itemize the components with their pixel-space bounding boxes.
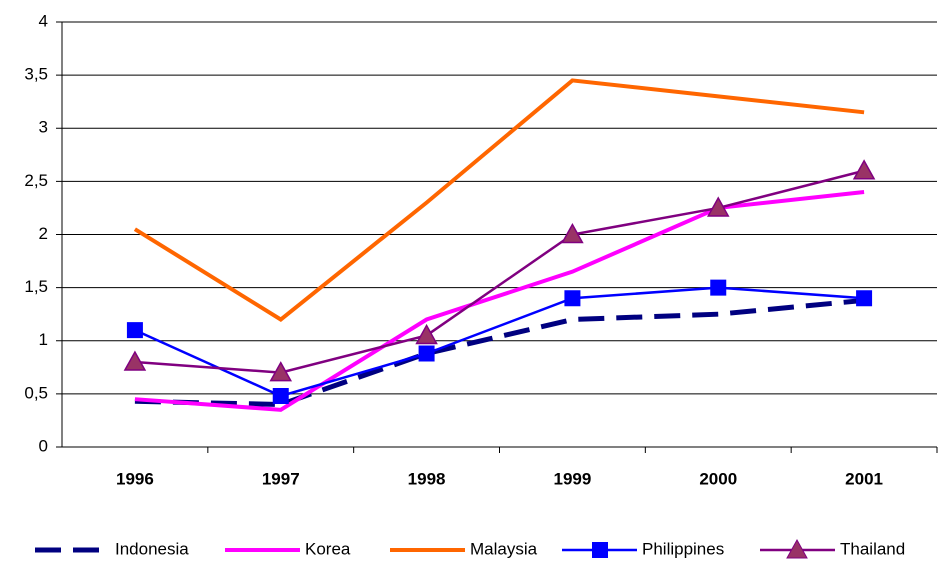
legend-label: Korea [305,539,351,558]
marker [415,323,438,345]
line [133,78,865,322]
y-tick-label: 3,5 [24,65,48,84]
y-tick-label: 1 [39,330,48,349]
x-tick-label: 2000 [699,469,737,488]
line [134,190,865,412]
legend-marker [786,538,808,559]
y-tick-label: 2,5 [24,171,48,190]
x-tick-label: 1997 [262,469,300,488]
legend-marker [592,542,608,558]
y-tick-label: 2 [39,224,48,243]
y-tick-label: 1,5 [24,277,48,296]
y-tick-label: 0,5 [24,383,48,402]
x-tick-label: 2001 [845,469,883,488]
legend-label: Philippines [642,539,724,558]
legend-label: Malaysia [470,539,538,558]
y-tick-label: 3 [39,118,48,137]
y-tick-label: 4 [39,11,48,30]
marker [126,322,143,339]
marker [269,361,293,382]
line [134,286,865,398]
marker [418,345,435,362]
marker [856,290,873,307]
line [134,297,865,408]
legend-label: Thailand [840,539,905,558]
x-tick-label: 1999 [554,469,592,488]
marker [852,159,876,180]
marker [561,222,584,244]
marker [564,290,581,307]
marker [710,279,727,296]
x-tick-label: 1996 [116,469,154,488]
y-tick-label: 0 [39,436,48,455]
marker [123,350,147,371]
line [134,169,865,374]
marker [706,196,730,217]
legend-label: Indonesia [115,539,189,558]
marker [272,388,289,404]
x-tick-label: 1998 [408,469,446,488]
